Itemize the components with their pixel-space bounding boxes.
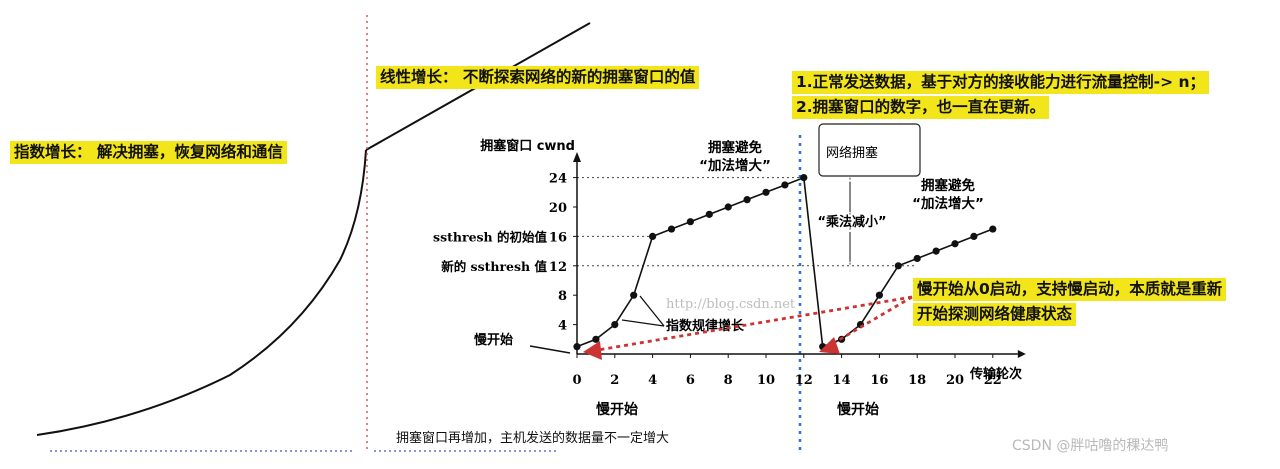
x-tick-label-10: 10 <box>757 373 775 388</box>
series-line-drop <box>803 177 824 347</box>
data-point-10 <box>762 188 770 196</box>
y-tick-label-20: 20 <box>549 201 567 216</box>
y-tick-label-12: 12 <box>549 260 567 275</box>
linear-growth-note: 线性增长： 不断探索网络的新的拥塞窗口的值 <box>376 66 700 89</box>
avoid-1-label-line2: “加法增大” <box>699 157 771 174</box>
slow-start-bottom-label-2: 慢开始 <box>837 401 879 418</box>
avoid-2-label-line1: 拥塞避免 <box>921 177 975 194</box>
normal-send-note: 1.正常发送数据，基于对方的接收能力进行流量控制-> n； <box>792 71 1210 94</box>
data-point-9 <box>743 196 751 204</box>
x-axis-label: 传输轮次 <box>969 366 1022 382</box>
data-point-18 <box>913 254 921 263</box>
x-tick-label-18: 18 <box>908 373 926 388</box>
x-tick-label-6: 6 <box>686 373 695 388</box>
x-tick-label-8: 8 <box>724 373 733 388</box>
data-point-17 <box>894 262 902 270</box>
avoid-1-label-line1: 拥塞避免 <box>708 139 762 156</box>
x-tick-label-16: 16 <box>870 373 888 388</box>
data-point-5 <box>667 225 676 233</box>
bottom-note: 拥塞窗口再增加，主机发送的数据量不一定增大 <box>396 431 670 446</box>
data-point-3 <box>630 291 638 299</box>
exp-rule-label: 指数规律增长 <box>666 318 745 334</box>
csdn-watermark: CSDN @胖咕噜的稞达鸭 <box>1012 438 1169 454</box>
y-axis-label: 拥塞窗口 cwnd <box>480 138 575 154</box>
exp-rule-pointer-1 <box>621 319 665 327</box>
slow-start-note-1: 慢开始从0启动，支持慢启动，本质就是重新 <box>913 278 1227 301</box>
data-point-4 <box>649 232 657 240</box>
y-tick-label-4: 4 <box>558 319 567 334</box>
x-tick-label-0: 0 <box>572 373 581 388</box>
ssthresh-new-label: 新的 ssthresh 值 <box>441 259 547 274</box>
mult-decrease-label: “乘法减小” <box>817 214 886 230</box>
series-line-phase-2 <box>822 228 994 348</box>
x-tick-label-12: 12 <box>795 373 813 388</box>
data-point-7 <box>705 210 713 218</box>
x-tick-label-4: 4 <box>648 373 657 388</box>
y-tick-label-24: 24 <box>549 172 567 187</box>
data-point-11 <box>781 181 789 189</box>
slow-start-pointer <box>529 345 571 354</box>
slow-start-note-2: 开始探测网络健康状态 <box>913 303 1077 326</box>
slow-start-bottom-label-1: 慢开始 <box>596 401 638 418</box>
x-tick-label-14: 14 <box>833 373 851 388</box>
x-tick-label-22: 22 <box>984 373 1002 388</box>
cwnd-update-note: 2.拥塞窗口的数字，也一直在更新。 <box>792 96 1050 119</box>
exp-rule-pointer-2 <box>639 295 665 327</box>
data-point-6 <box>686 218 695 226</box>
y-tick-label-16: 16 <box>549 230 567 245</box>
exponential-curve <box>36 149 367 436</box>
data-point-19 <box>932 247 940 255</box>
slow-start-left-label: 慢开始 <box>474 332 513 348</box>
data-point-0 <box>573 343 581 351</box>
ssthresh-initial-label: ssthresh 的初始值 <box>433 229 547 244</box>
data-point-16 <box>875 291 884 299</box>
x-tick-label-2: 2 <box>610 373 619 388</box>
blog-watermark: http://blog.csdn.net <box>666 297 796 312</box>
congestion-box <box>818 123 921 177</box>
data-point-21 <box>970 232 978 240</box>
x-tick-label-20: 20 <box>946 373 964 388</box>
x-axis-arrow <box>1017 350 1026 358</box>
red-arrow-head-2 <box>819 337 840 354</box>
data-point-22 <box>989 225 997 233</box>
red-arrow-line-1 <box>597 295 913 352</box>
congestion-label: 网络拥塞 <box>826 145 878 161</box>
exp-growth-note: 指数增长： 解决拥塞，恢复网络和通信 <box>10 141 287 164</box>
y-axis-arrow <box>573 152 581 162</box>
data-point-2 <box>611 321 619 329</box>
data-point-8 <box>724 203 732 211</box>
y-tick-label-8: 8 <box>558 289 567 304</box>
red-arrow-head-1 <box>583 341 602 360</box>
data-point-1 <box>592 335 600 343</box>
data-point-20 <box>951 240 959 248</box>
avoid-2-label-line2: “加法增大” <box>912 195 984 212</box>
data-point-12 <box>800 174 808 182</box>
